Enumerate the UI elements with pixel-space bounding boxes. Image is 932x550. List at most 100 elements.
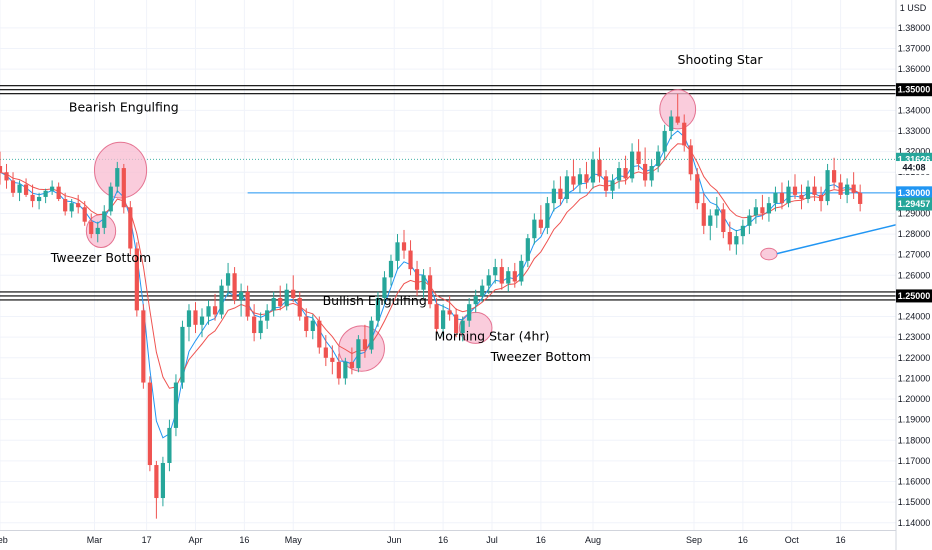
- candle-body: [506, 271, 511, 284]
- candle-body: [382, 277, 387, 298]
- pattern-annotation: Tweezer Bottom: [50, 250, 151, 265]
- price-tick-label: 1.32000: [898, 147, 931, 157]
- candle-body: [278, 297, 283, 307]
- candle-body: [799, 194, 804, 200]
- candle-body: [577, 174, 583, 185]
- level-price-tag-text: 1.35000: [898, 85, 931, 95]
- horizontal-levels: [0, 85, 896, 301]
- candle-body: [786, 186, 791, 204]
- price-tick-label: 1.23000: [898, 332, 931, 342]
- time-tick-label: 16: [536, 535, 546, 545]
- candle-body: [701, 203, 706, 226]
- candle-body: [454, 314, 459, 334]
- candle-body: [154, 465, 159, 499]
- candle-body: [610, 180, 615, 191]
- current-price-tag-text: 1.30000: [898, 188, 931, 198]
- price-tick-label: 1.34000: [898, 105, 931, 115]
- current-price-tag-text: 1.31626: [898, 154, 931, 164]
- candle-body: [95, 227, 100, 235]
- candle-body: [427, 275, 433, 305]
- price-tick-label: 1.18000: [898, 435, 931, 445]
- level-price-tag: 1.35000: [896, 83, 932, 97]
- current-price-tag: 1.30000: [896, 186, 932, 200]
- candle-body: [421, 275, 426, 290]
- candle-body: [779, 192, 785, 204]
- candle-body: [89, 221, 94, 235]
- candle-body: [369, 320, 374, 350]
- candle-body: [265, 310, 270, 321]
- candle-body: [304, 316, 309, 331]
- candle-body: [851, 184, 856, 193]
- candle-body: [753, 207, 758, 216]
- grid-lines: [0, 0, 896, 530]
- candle-body: [727, 232, 732, 245]
- time-tick-label: Feb: [0, 535, 8, 545]
- price-tick-label: 1.19000: [898, 415, 931, 425]
- candle-body: [519, 260, 524, 282]
- pattern-annotation: Bearish Engulfing: [69, 99, 179, 114]
- candle-body: [232, 273, 237, 301]
- candle-body: [649, 166, 654, 181]
- price-tick-label: 1.16000: [898, 477, 931, 487]
- time-tick-label: Aug: [585, 535, 601, 545]
- time-tick-label: 16: [836, 535, 846, 545]
- level-price-tag: 1.25000: [896, 289, 932, 303]
- time-tick-label: Apr: [188, 535, 202, 545]
- candle-body: [134, 248, 139, 311]
- price-tick-label: 1.38000: [898, 23, 931, 33]
- candle-body: [336, 361, 341, 379]
- candle-body: [662, 130, 667, 152]
- candle-body: [825, 170, 830, 202]
- candle-body: [558, 188, 563, 200]
- candle-body: [323, 347, 328, 358]
- candle-body: [180, 326, 185, 383]
- price-tick-label: 1.21000: [898, 373, 931, 383]
- candle-body: [212, 306, 218, 315]
- time-axis[interactable]: Feb Mar 17 Apr 16 May Jun 16 Jul 16 Aug Sep 16 Oct 16: [0, 535, 846, 545]
- price-tick-label: 1.27000: [898, 250, 931, 260]
- candle-body: [747, 215, 752, 226]
- candle-body: [708, 215, 713, 226]
- time-tick-label: Jul: [486, 535, 498, 545]
- candle-body: [362, 339, 368, 350]
- candle-body: [349, 361, 354, 369]
- price-tick-label: 1.24000: [898, 312, 931, 322]
- level-price-tag-text: 1.25000: [898, 291, 931, 301]
- candle-body: [245, 291, 250, 317]
- candle-body: [291, 289, 296, 298]
- candle-body: [408, 250, 413, 270]
- candle-body: [63, 199, 68, 212]
- time-tick-label: Mar: [87, 535, 103, 545]
- candle-body: [656, 151, 661, 167]
- candle-body: [740, 225, 745, 237]
- candle-body: [818, 194, 824, 202]
- candle-body: [258, 320, 263, 334]
- candle-body: [206, 306, 211, 317]
- candle-body: [714, 209, 719, 216]
- support-trendline: [776, 224, 897, 255]
- candle-body: [167, 427, 172, 463]
- candle-body: [467, 304, 472, 321]
- candle-body: [414, 269, 420, 290]
- candle-body: [584, 174, 589, 183]
- price-tick-label: 1.26000: [898, 270, 931, 280]
- pattern-highlight-circle: [760, 247, 778, 261]
- pattern-highlight-circle: [93, 141, 148, 199]
- candle-body: [147, 382, 152, 466]
- price-tick-label: 1.29000: [898, 208, 931, 218]
- candle-body: [115, 168, 120, 187]
- candle-body: [447, 310, 452, 315]
- candle-body: [297, 297, 302, 317]
- candle-body: [141, 310, 146, 383]
- candle-body: [121, 168, 126, 208]
- candle-body: [173, 382, 179, 428]
- candle-body: [629, 151, 635, 179]
- candle-body: [636, 151, 641, 164]
- candle-body: [643, 163, 648, 181]
- price-tick-label: 1.17000: [898, 456, 931, 466]
- candle-body: [675, 116, 680, 123]
- candle-body: [102, 211, 107, 228]
- candle-body: [760, 207, 765, 214]
